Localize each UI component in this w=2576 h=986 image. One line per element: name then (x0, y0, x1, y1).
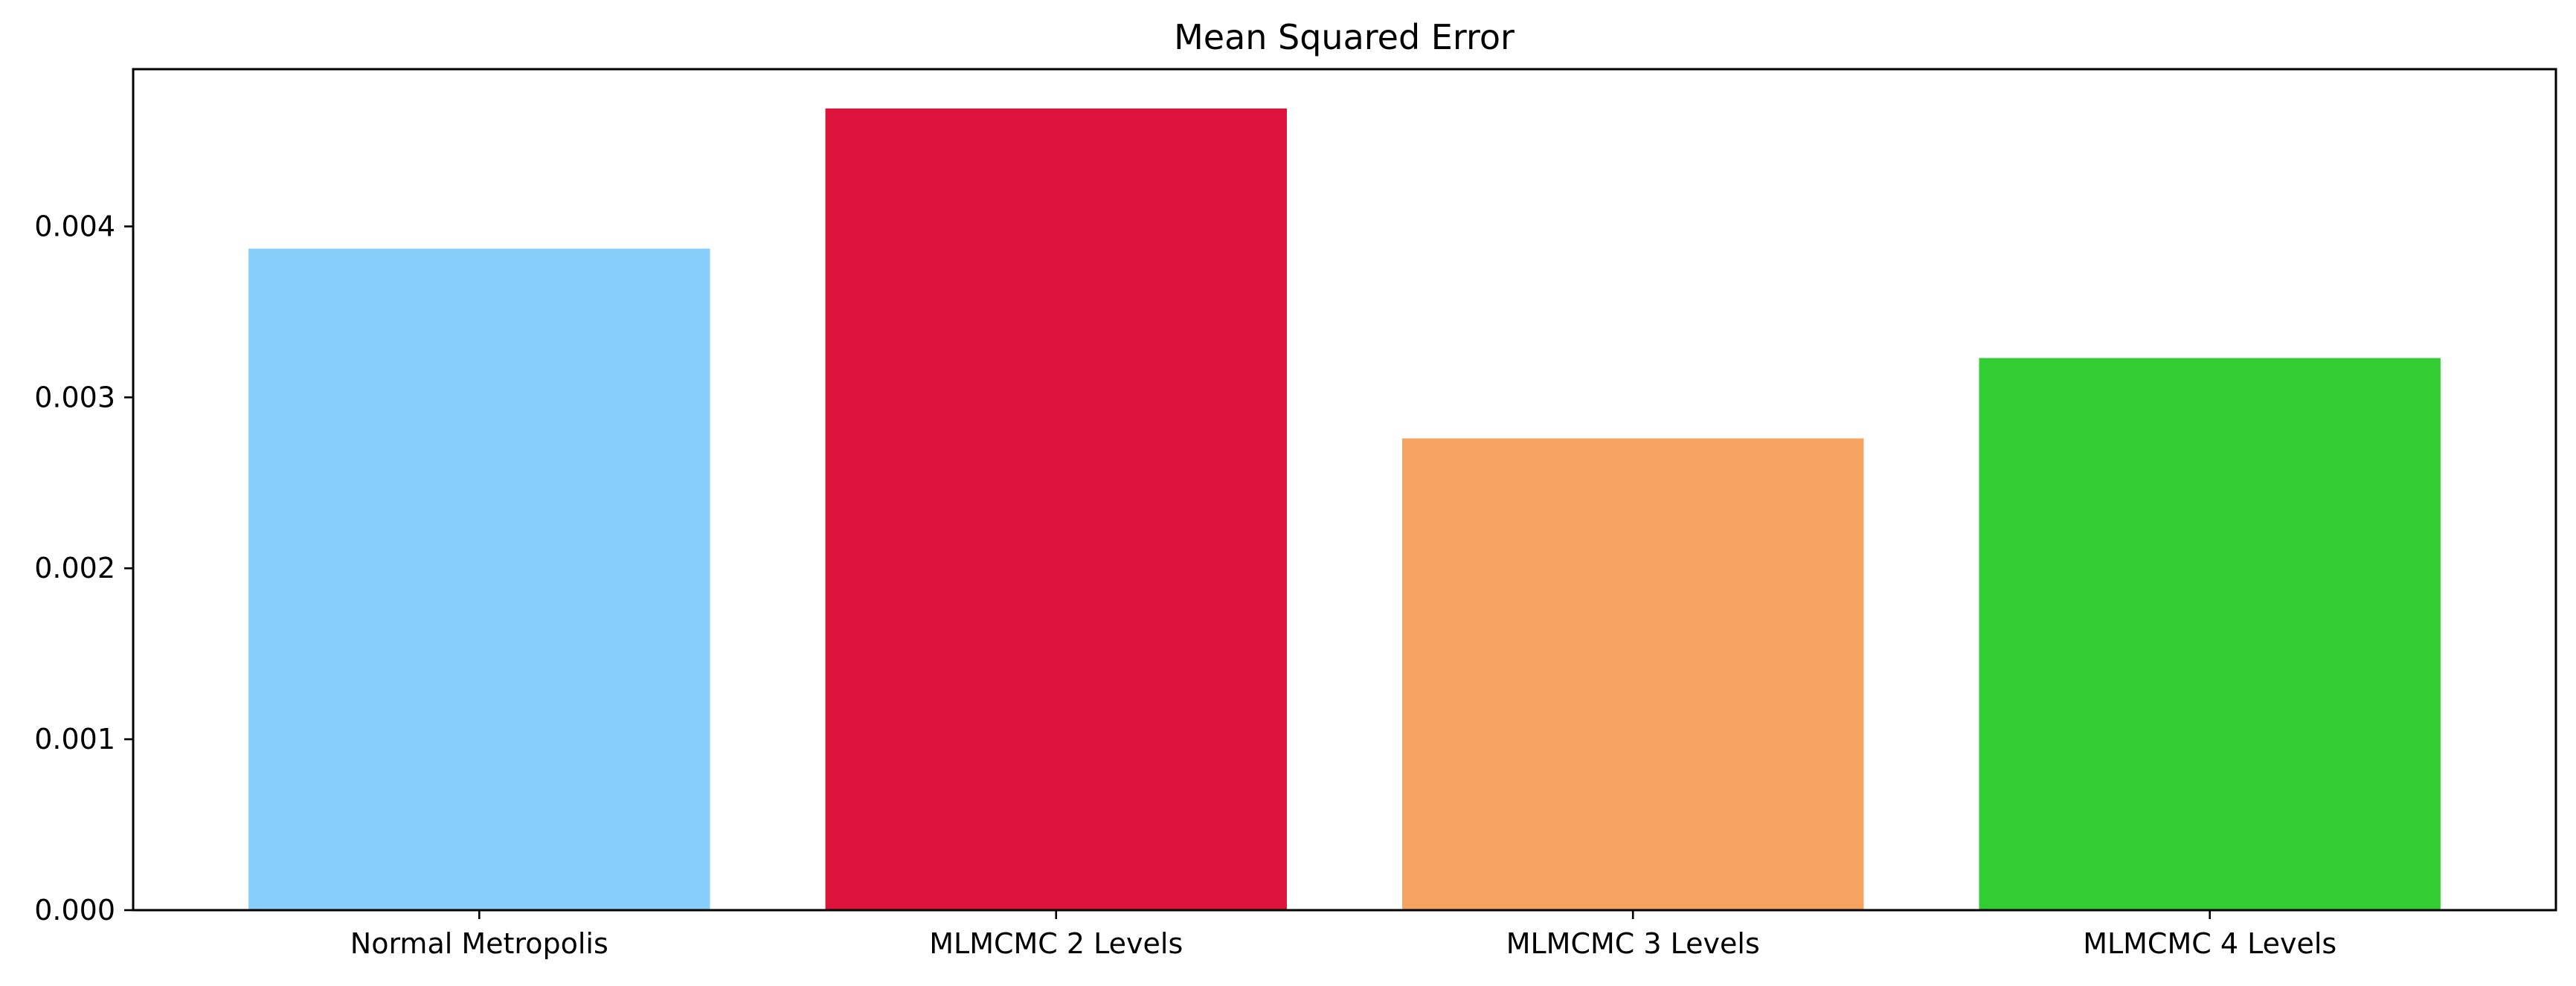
bar-normal-metropolis (248, 248, 710, 910)
y-axis: 0.000 0.001 0.002 0.003 0.004 (34, 210, 133, 927)
bar-mlmcmc-4-levels (1979, 358, 2441, 910)
x-tick-label: Normal Metropolis (350, 927, 608, 960)
x-tick-label: MLMCMC 4 Levels (2083, 927, 2336, 960)
bar-mlmcmc-2-levels (825, 108, 1287, 910)
bar-mlmcmc-3-levels (1402, 438, 1864, 910)
y-tick-label: 0.003 (34, 381, 115, 413)
y-tick-label: 0.000 (34, 894, 115, 927)
y-tick-label: 0.004 (34, 210, 115, 242)
y-tick-label: 0.002 (34, 552, 115, 584)
bars-group (248, 108, 2441, 910)
plot-area-frame (132, 68, 2557, 912)
chart-title: Mean Squared Error (1174, 17, 1515, 57)
x-axis: Normal Metropolis MLMCMC 2 Levels MLMCMC 3… (350, 910, 2336, 960)
x-tick-label: MLMCMC 3 Levels (1506, 927, 1760, 960)
y-tick-label: 0.001 (34, 723, 115, 755)
x-tick-label: MLMCMC 2 Levels (929, 927, 1183, 960)
